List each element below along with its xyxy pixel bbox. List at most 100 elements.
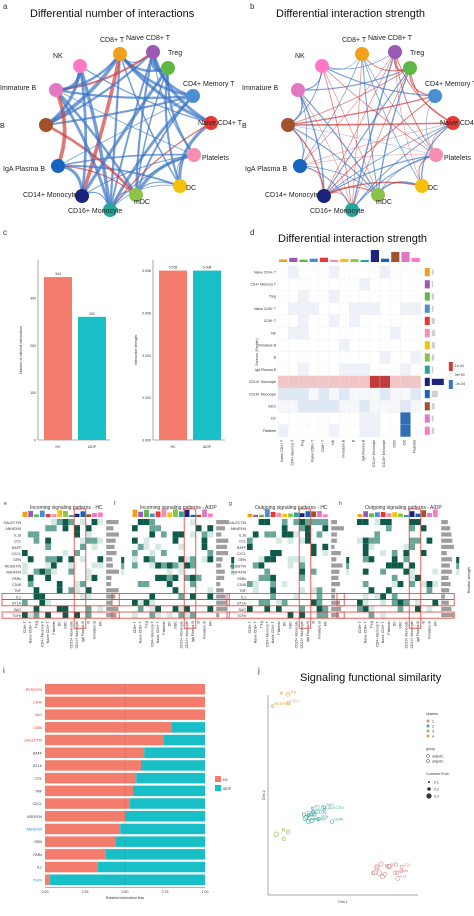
row-bar (216, 544, 227, 549)
row-bar (331, 588, 336, 593)
sig-cell (420, 593, 427, 600)
x-label: Dim 1 (338, 900, 347, 904)
sig-cell (264, 605, 271, 612)
sig-cell (62, 531, 69, 538)
sig-cell (62, 605, 69, 612)
sig-cell (322, 593, 329, 600)
cluster-swatch (426, 719, 430, 723)
heat-cell (318, 412, 330, 425)
sig-cell (62, 593, 69, 600)
sig-cell (409, 599, 415, 606)
sig-cell (45, 605, 51, 612)
sig-cell (362, 562, 369, 569)
row-bar (431, 403, 435, 410)
sig-cell (258, 550, 265, 557)
sig-cell (68, 574, 75, 581)
sig-cell (380, 525, 386, 532)
sig-cell (415, 531, 421, 538)
heat-cell (379, 424, 391, 437)
sig-cell (143, 581, 150, 588)
sig-col-label: Immature B (428, 621, 432, 640)
sig-cell (74, 537, 80, 544)
sig-cell (310, 587, 317, 594)
sig-cell (27, 599, 34, 606)
sig-cell (80, 581, 86, 588)
sig-cell (62, 574, 69, 581)
heat-cell (379, 278, 391, 291)
row-bar (106, 569, 119, 574)
colorbar (346, 569, 350, 575)
sig-cell (56, 537, 63, 544)
colorbar (121, 557, 125, 563)
sig-cell (201, 537, 208, 544)
sig-cell (39, 556, 46, 563)
sig-cell (51, 612, 57, 619)
colorbar (231, 563, 235, 569)
heat-cell (410, 363, 421, 376)
node-label: Immature B (0, 85, 37, 92)
sig-cell (386, 519, 392, 526)
sig-col-label: CD14+ Monocyte (185, 621, 189, 648)
heat-cell (359, 326, 370, 340)
sig-cell (149, 568, 156, 575)
y-label: Dim 2 (262, 790, 266, 799)
top-bar (288, 513, 293, 517)
row-color (424, 426, 430, 435)
sig-cell (391, 574, 398, 581)
sig-cell (184, 537, 190, 544)
row-bar (216, 551, 229, 556)
sig-cell (85, 556, 92, 563)
sig-cell (143, 568, 150, 575)
sig-col-label: Platelets (277, 621, 281, 635)
sig-cell (172, 519, 179, 526)
sig-cell (74, 587, 80, 594)
sig-col-label: DC (58, 621, 62, 627)
heat-cell (390, 278, 401, 291)
heat-cell (288, 351, 299, 364)
sig-cell (85, 531, 92, 538)
sig-cell (172, 562, 179, 569)
x-tick: 0.00 (42, 890, 49, 894)
sig-cell (166, 581, 173, 588)
bar-hc (45, 772, 137, 784)
sig-cell (426, 605, 433, 612)
sig-cell (22, 587, 28, 594)
sig-cell (91, 593, 98, 600)
sig-cell (299, 525, 305, 532)
heat-cell (328, 375, 340, 389)
edge (321, 65, 436, 97)
col-label: B (352, 439, 356, 442)
sig-cell (270, 550, 276, 557)
sig-cell (132, 556, 138, 563)
row-bar (216, 569, 225, 574)
heat-cell (359, 387, 370, 401)
row-bar (431, 330, 436, 337)
sig-cell (207, 568, 214, 575)
sig-cell (252, 587, 259, 594)
sig-cell (258, 593, 265, 600)
node-label: CD16+ Monocyte (310, 208, 364, 215)
sig-cell (97, 612, 104, 619)
sig-cell (172, 605, 179, 612)
sig-cell (137, 587, 144, 594)
node-cd14-monocyte (75, 189, 89, 203)
sig-cell (62, 537, 69, 544)
sig-cell (27, 581, 34, 588)
sig-cell (264, 550, 271, 557)
highlight-row (111, 599, 230, 607)
highlight-col (73, 508, 87, 629)
top-bar (317, 511, 322, 517)
row-bar (431, 342, 435, 349)
sig-cell (74, 612, 80, 619)
heat-cell (288, 265, 299, 279)
sig-cell (316, 568, 323, 575)
sig-cell (322, 574, 329, 581)
point-label: ANNEXIN (310, 817, 326, 821)
sig-cell (149, 599, 156, 606)
sig-cell (426, 599, 433, 606)
sig-cell (39, 593, 46, 600)
sig-cell (293, 593, 300, 600)
sig-cell (132, 612, 138, 619)
heat-cell (379, 387, 391, 401)
sig-cell (51, 543, 57, 550)
